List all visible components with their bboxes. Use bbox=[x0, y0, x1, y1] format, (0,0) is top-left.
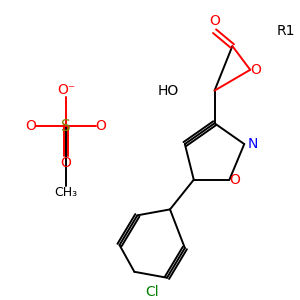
Text: O: O bbox=[26, 119, 36, 133]
Text: CH₃: CH₃ bbox=[55, 186, 78, 199]
Text: O: O bbox=[61, 156, 71, 170]
Text: R1: R1 bbox=[277, 24, 296, 38]
Text: O: O bbox=[96, 119, 106, 133]
Text: HO: HO bbox=[158, 84, 179, 98]
Text: O: O bbox=[250, 63, 261, 77]
Text: N: N bbox=[247, 137, 258, 151]
Text: Cl: Cl bbox=[146, 284, 159, 298]
Text: O⁻: O⁻ bbox=[57, 82, 75, 97]
Text: S: S bbox=[61, 119, 71, 134]
Text: O: O bbox=[209, 14, 220, 28]
Text: O: O bbox=[230, 173, 240, 187]
